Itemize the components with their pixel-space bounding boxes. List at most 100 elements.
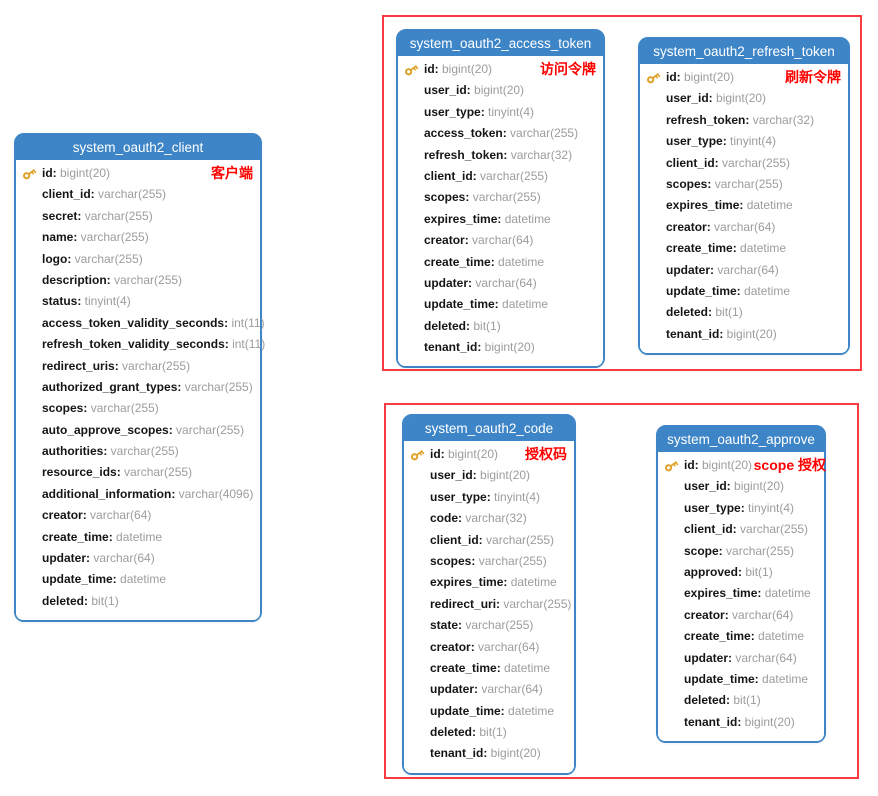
field-row: deleted: bit(1) <box>658 690 820 711</box>
table-system-oauth2-client[interactable]: system_oauth2_client 客户端 id: bigint(20) c… <box>14 133 265 623</box>
field-type: varchar(255) <box>482 532 555 547</box>
field-type: varchar(255) <box>87 401 159 416</box>
field-type: varchar(255) <box>107 444 179 459</box>
field-name: client_id: <box>684 522 737 537</box>
table-field-list: 授权码 id: bigint(20) user_id: bigint(20) use… <box>404 441 574 773</box>
field-row: deleted: bit(1) <box>16 591 256 612</box>
field-name: create_time: <box>42 529 113 544</box>
field-type: bit(1) <box>712 305 743 320</box>
field-type: tinyint(4) <box>490 489 541 504</box>
field-type: datetime <box>754 629 805 644</box>
table-system-oauth2-refresh-token[interactable]: system_oauth2_refresh_token 刷新令牌 id: big… <box>638 37 850 356</box>
field-name: update_time: <box>430 703 505 718</box>
field-row: user_type: tinyint(4) <box>640 131 844 152</box>
field-type: varchar(255) <box>120 465 193 480</box>
field-row: authorized_grant_types: varchar(255) <box>16 377 256 398</box>
field-row: status: tinyint(4) <box>16 291 256 312</box>
field-name: deleted: <box>430 725 477 740</box>
field-name: create_time: <box>424 254 495 269</box>
field-name: expires_time: <box>684 586 762 601</box>
field-name: user_type: <box>424 104 485 119</box>
field-type: bigint(20) <box>741 714 795 729</box>
field-row: create_time: datetime <box>398 252 599 273</box>
field-row: client_id: varchar(255) <box>398 166 599 187</box>
field-row: user_id: bigint(20) <box>658 476 820 497</box>
field-type: varchar(64) <box>728 607 794 622</box>
field-type: varchar(64) <box>472 275 537 290</box>
field-row: id: bigint(20) <box>658 455 820 476</box>
field-type: varchar(255) <box>110 272 183 287</box>
field-name: user_id: <box>430 468 477 483</box>
field-row: redirect_uris: varchar(255) <box>16 356 256 377</box>
field-name: id: <box>684 458 699 472</box>
field-name: id: <box>430 447 445 461</box>
field-row: creator: varchar(64) <box>404 637 570 658</box>
field-name: expires_time: <box>430 575 508 590</box>
field-row: create_time: datetime <box>658 626 820 647</box>
group-box-tokens[interactable] <box>382 15 862 371</box>
field-row: user_id: bigint(20) <box>640 88 844 109</box>
field-type: varchar(32) <box>462 511 527 526</box>
field-name: scopes: <box>424 190 470 205</box>
field-type: bigint(20) <box>712 91 767 106</box>
field-row: client_id: varchar(255) <box>658 519 820 540</box>
field-name: id: <box>424 62 439 76</box>
field-name: logo: <box>42 251 72 266</box>
field-row: updater: varchar(64) <box>404 679 570 700</box>
field-row: creator: varchar(64) <box>398 230 599 251</box>
field-type: datetime <box>112 529 163 544</box>
field-type: int(11) <box>228 315 265 330</box>
field-name: status: <box>42 294 82 309</box>
field-type: varchar(255) <box>118 358 191 373</box>
field-name: authorized_grant_types: <box>42 379 182 394</box>
field-type: varchar(255) <box>475 553 547 568</box>
field-type: varchar(255) <box>736 522 809 537</box>
field-type: bigint(20) <box>698 458 753 472</box>
table-system-oauth2-code[interactable]: system_oauth2_code 授权码 id: bigint(20) use… <box>402 414 576 775</box>
field-name: expires_time: <box>424 211 502 226</box>
field-row: update_time: datetime <box>640 281 844 302</box>
field-type: varchar(255) <box>94 187 167 202</box>
table-system-oauth2-access-token[interactable]: system_oauth2_access_token 访问令牌 id: bigi… <box>396 29 605 369</box>
field-row: user_id: bigint(20) <box>398 80 599 101</box>
field-name: create_time: <box>430 660 501 675</box>
field-type: varchar(255) <box>172 422 245 437</box>
field-row: updater: varchar(64) <box>658 648 820 669</box>
field-name: approved: <box>684 564 743 579</box>
field-row: deleted: bit(1) <box>640 302 844 323</box>
field-type: bigint(20) <box>438 62 493 76</box>
field-type: tinyint(4) <box>744 500 795 515</box>
field-type: bigint(20) <box>56 166 111 180</box>
field-name: creator: <box>684 607 729 622</box>
field-row: access_token: varchar(255) <box>398 123 599 144</box>
field-type: datetime <box>736 241 787 256</box>
field-name: deleted: <box>42 593 89 608</box>
field-row: scopes: varchar(255) <box>398 187 599 208</box>
group-box-grants[interactable] <box>384 403 859 779</box>
field-row: code: varchar(32) <box>404 508 570 529</box>
field-name: refresh_token_validity_seconds: <box>42 337 229 352</box>
field-name: scope: <box>684 543 723 558</box>
field-row: resource_ids: varchar(255) <box>16 462 256 483</box>
field-name: redirect_uris: <box>42 358 119 373</box>
field-name: deleted: <box>424 318 471 333</box>
field-type: varchar(255) <box>718 155 791 170</box>
field-name: client_id: <box>424 168 477 183</box>
field-type: bit(1) <box>470 318 501 333</box>
field-name: updater: <box>684 650 732 665</box>
field-type: bigint(20) <box>476 468 531 483</box>
field-name: tenant_id: <box>666 326 724 341</box>
field-name: secret: <box>42 208 82 223</box>
field-row: approved: bit(1) <box>658 562 820 583</box>
field-row: user_id: bigint(20) <box>404 465 570 486</box>
field-name: code: <box>430 511 463 526</box>
field-name: additional_information: <box>42 486 176 501</box>
table-system-oauth2-approve[interactable]: system_oauth2_approve scope 授权 id: bigin… <box>656 425 826 744</box>
table-field-list: 客户端 id: bigint(20) client_id: varchar(255… <box>16 160 265 621</box>
field-row: update_time: datetime <box>658 669 820 690</box>
field-row: user_type: tinyint(4) <box>658 498 820 519</box>
field-name: id: <box>666 70 681 84</box>
field-type: bit(1) <box>476 725 507 740</box>
field-type: datetime <box>501 211 551 226</box>
field-name: refresh_token: <box>666 112 750 127</box>
